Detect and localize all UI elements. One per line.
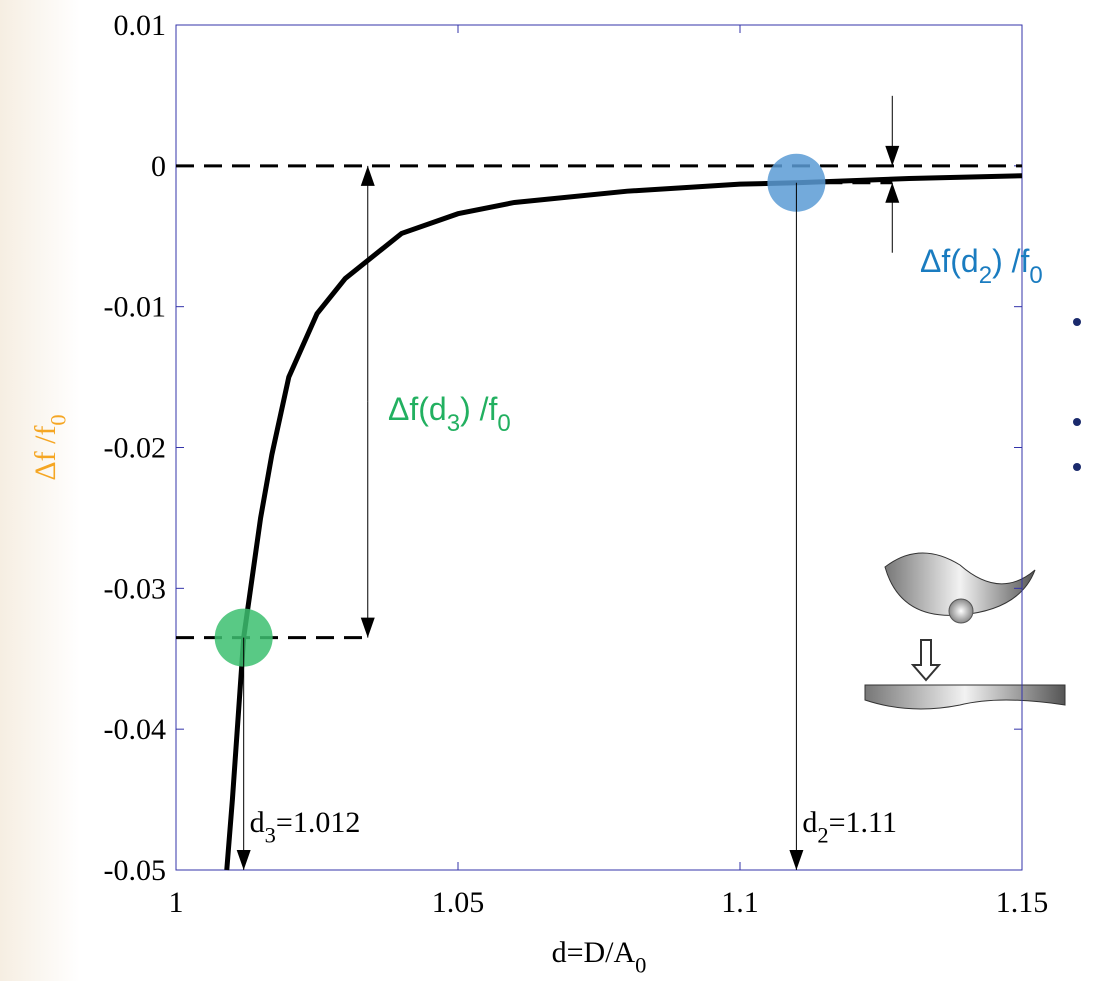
- position-arrow-head: [236, 850, 251, 870]
- delta-arrow-head: [360, 617, 375, 638]
- cantilever-illustration: [864, 552, 1066, 710]
- x-tick-label: 1.15: [996, 886, 1049, 919]
- position-arrow-head: [789, 850, 804, 870]
- position-label: d3=1.012: [250, 806, 361, 848]
- text-part: 2: [817, 823, 828, 848]
- text-part: =1.11: [829, 806, 897, 839]
- curve: [224, 173, 1023, 871]
- y-tick-label: -0.05: [104, 854, 167, 887]
- text-part: d: [802, 806, 817, 839]
- text-part: Δf(d: [920, 243, 979, 279]
- delta-arrow-head: [885, 145, 900, 166]
- text-part: 2: [979, 262, 992, 289]
- text-part: d=D/A: [552, 936, 636, 969]
- x-tick-label: 1.05: [432, 886, 485, 919]
- delta-arrow-head: [360, 165, 375, 186]
- text-part: 0: [46, 414, 71, 425]
- x-axis-label: d=D/A0: [552, 936, 647, 978]
- y-axis-label: Δf /f0: [29, 414, 71, 480]
- y-tick-label: 0: [151, 150, 166, 183]
- y-tick-label: 0.01: [114, 9, 167, 42]
- x-tick-label: 1: [169, 886, 184, 919]
- delta-arrow-head: [885, 182, 900, 203]
- text-part: Δf /f: [29, 426, 62, 481]
- bullets: [1073, 318, 1081, 471]
- position-label: d2=1.11: [802, 806, 897, 848]
- x-tick-label: 1.1: [721, 886, 759, 919]
- text-part: 0: [1029, 262, 1042, 289]
- text-part: 0: [497, 410, 510, 437]
- y-tick-label: -0.03: [104, 572, 167, 605]
- background-band: [0, 0, 80, 981]
- text-part: d: [250, 806, 265, 839]
- delta-label: Δf(d2) /f0: [920, 243, 1043, 289]
- text-part: =1.012: [276, 806, 360, 839]
- y-tick-label: -0.04: [104, 713, 167, 746]
- text-part: 0: [635, 953, 646, 978]
- delta-label: Δf(d3) /f0: [388, 391, 511, 437]
- text-part: ) /f: [460, 391, 497, 427]
- text-part: ) /f: [992, 243, 1029, 279]
- text-part: 3: [447, 410, 460, 437]
- text-part: Δf(d: [388, 391, 447, 427]
- text-part: 3: [265, 823, 276, 848]
- y-tick-label: -0.02: [104, 432, 167, 465]
- y-tick-label: -0.01: [104, 291, 167, 324]
